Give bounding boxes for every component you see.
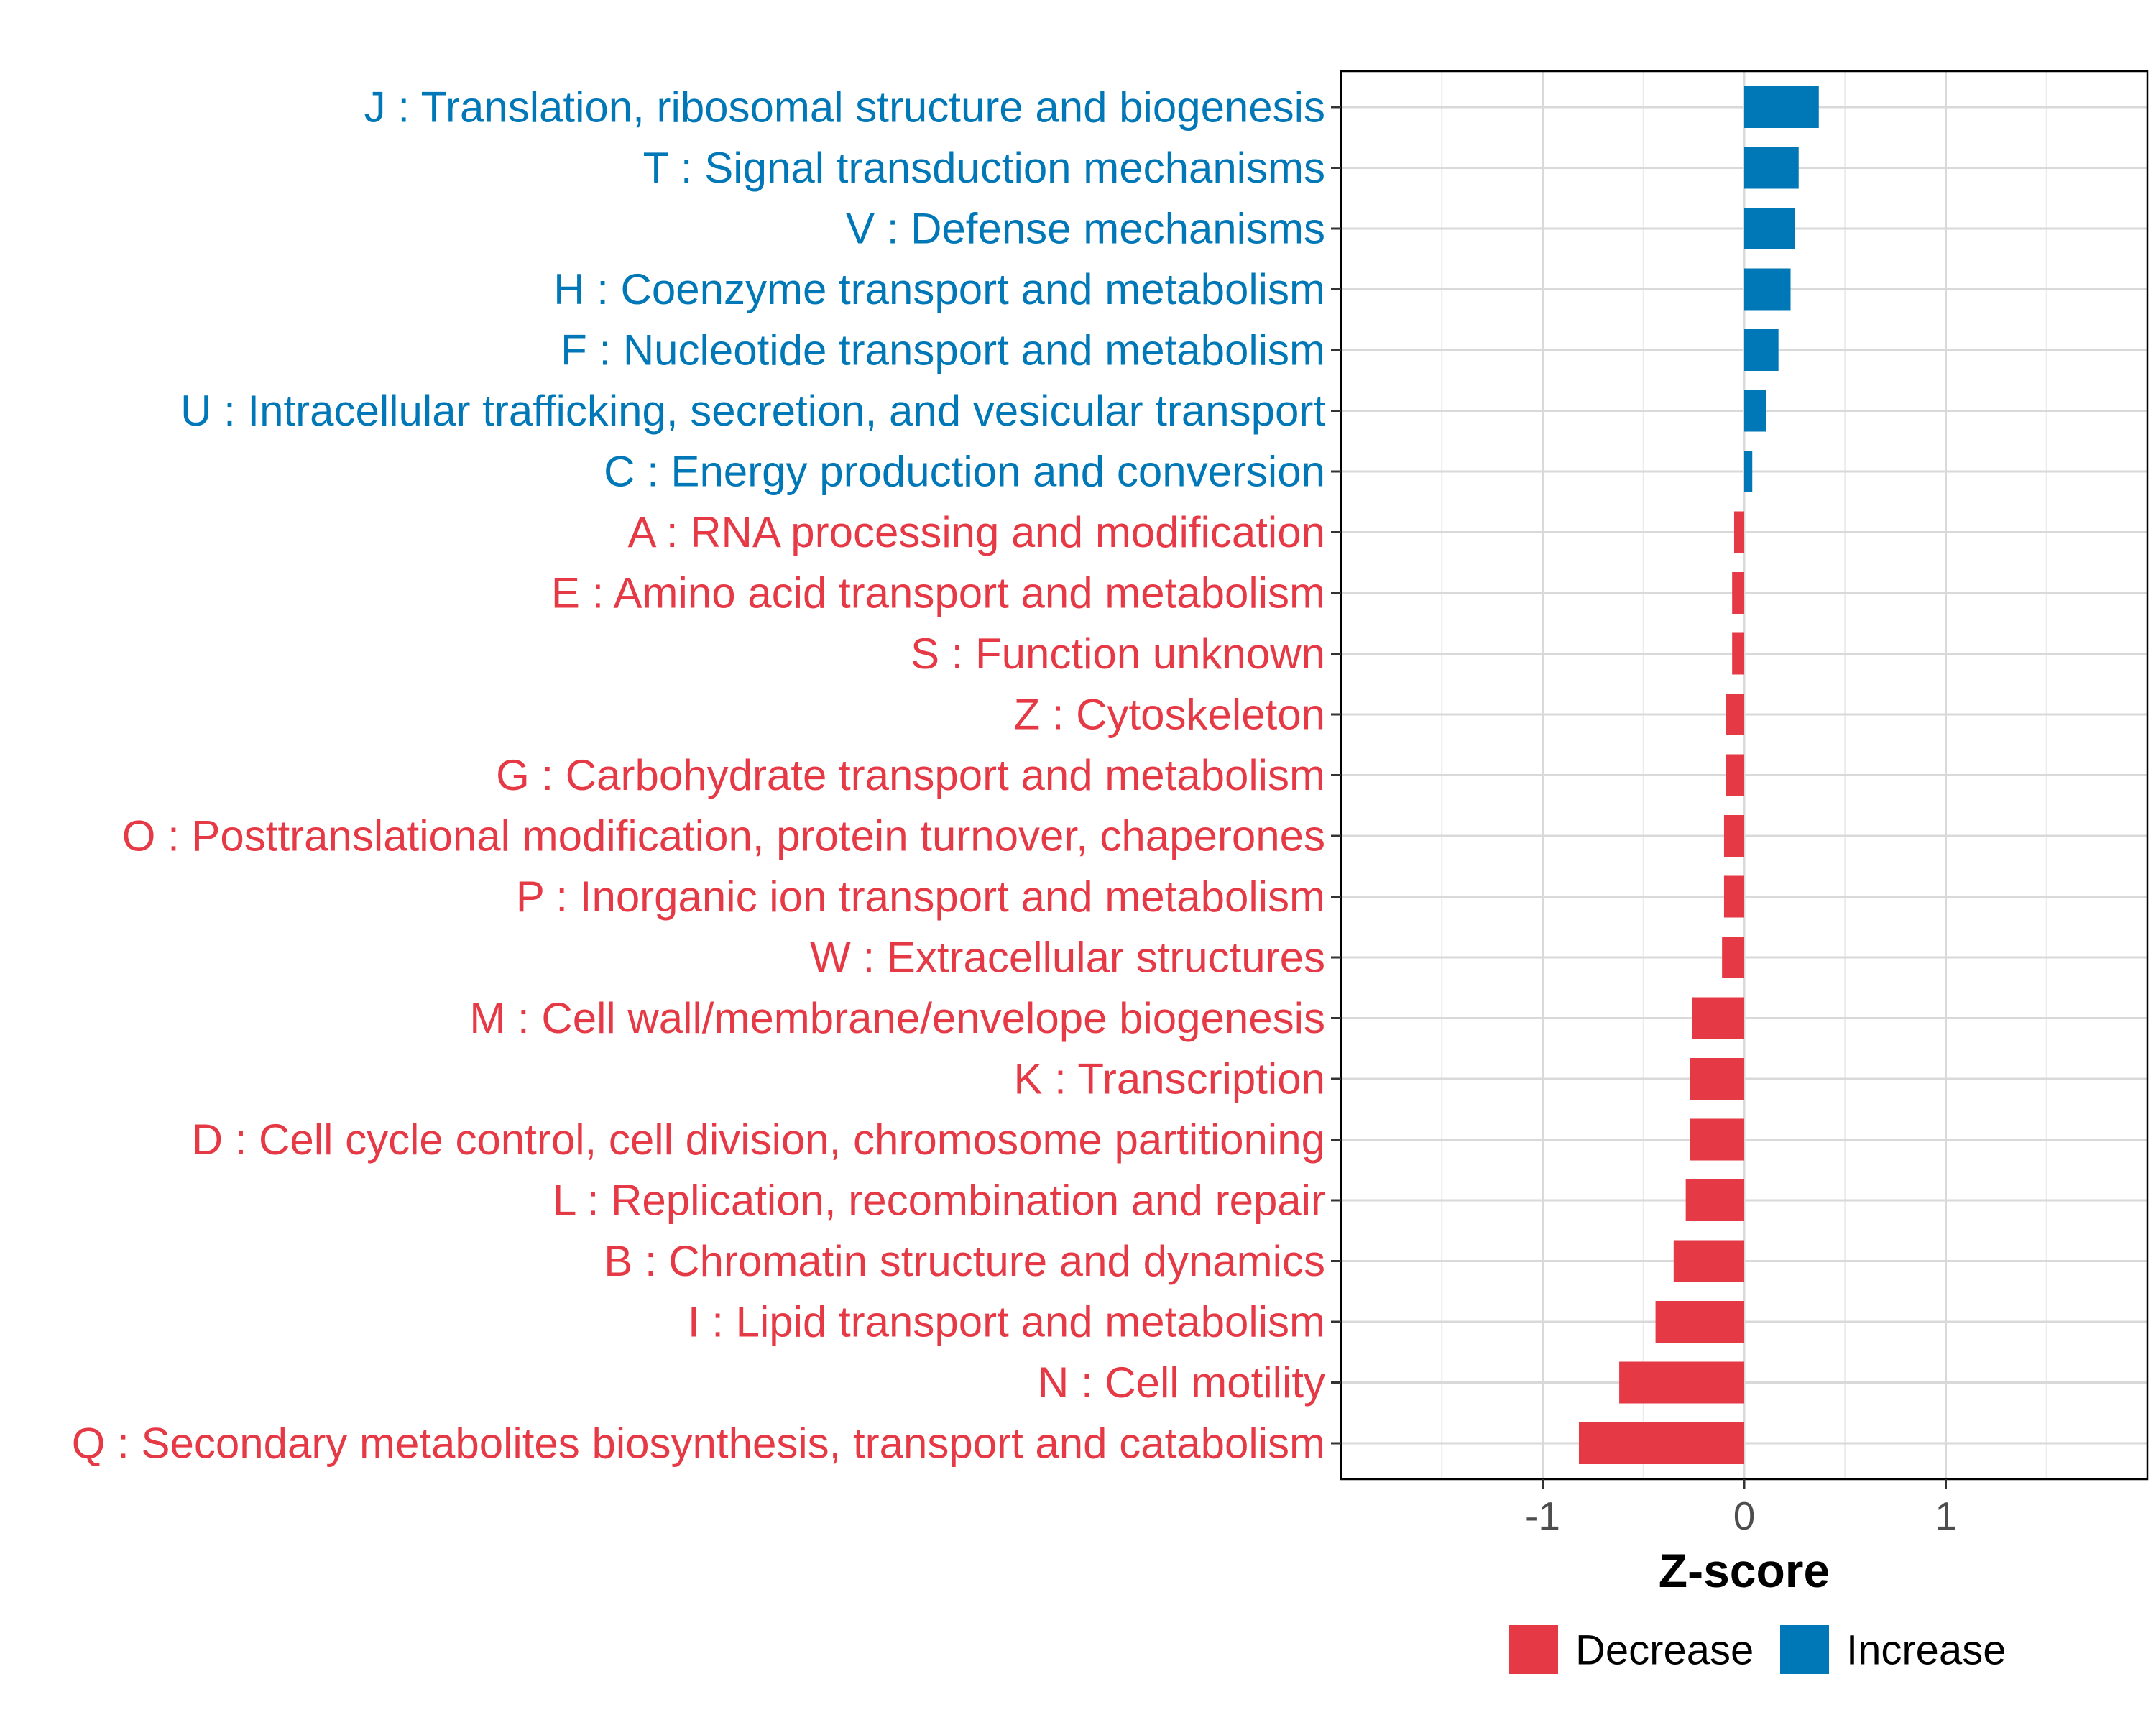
bar-decrease xyxy=(1685,1179,1744,1221)
bar-decrease xyxy=(1732,572,1744,614)
bar-increase xyxy=(1744,86,1819,128)
bar-decrease xyxy=(1733,511,1744,553)
x-tick-label: 1 xyxy=(1935,1494,1957,1538)
category-label: Z : Cytoskeleton xyxy=(1013,691,1325,739)
x-axis-title: Z-score xyxy=(1659,1544,1830,1597)
bar-decrease xyxy=(1726,754,1744,796)
category-label: C : Energy production and conversion xyxy=(604,448,1325,496)
x-tick-labels: -1 0 1 xyxy=(1525,1494,1957,1538)
legend-key-increase xyxy=(1780,1625,1829,1674)
bar-increase xyxy=(1744,390,1766,432)
legend-label-decrease: Decrease xyxy=(1575,1627,1754,1674)
bar-decrease xyxy=(1726,694,1744,735)
bar-decrease xyxy=(1722,937,1744,978)
category-label: V : Defense mechanisms xyxy=(846,205,1325,253)
category-label: D : Cell cycle control, cell division, c… xyxy=(192,1116,1325,1164)
legend-key-decrease xyxy=(1509,1625,1558,1674)
bar-decrease xyxy=(1673,1240,1744,1282)
bar-increase xyxy=(1744,329,1779,371)
category-label: G : Carbohydrate transport and metabolis… xyxy=(496,751,1325,799)
category-label: O : Posttranslational modification, prot… xyxy=(122,812,1325,860)
bar-decrease xyxy=(1655,1301,1744,1343)
bar-decrease xyxy=(1690,1118,1744,1161)
category-label: I : Lipid transport and metabolism xyxy=(688,1298,1325,1346)
bar-decrease xyxy=(1692,997,1744,1039)
bars-layer xyxy=(1578,86,1819,1464)
category-label: F : Nucleotide transport and metabolism xyxy=(561,326,1325,374)
category-label: K : Transcription xyxy=(1013,1055,1325,1103)
category-label: S : Function unknown xyxy=(911,630,1325,678)
category-label: Q : Secondary metabolites biosynthesis, … xyxy=(72,1420,1325,1468)
category-label: B : Chromatin structure and dynamics xyxy=(604,1237,1325,1285)
x-tick-label: -1 xyxy=(1525,1494,1560,1538)
category-label: P : Inorganic ion transport and metaboli… xyxy=(516,873,1325,921)
bar-decrease xyxy=(1690,1058,1744,1100)
ticks-layer xyxy=(1331,106,1947,1489)
bar-increase xyxy=(1744,268,1791,310)
category-label: T : Signal transduction mechanisms xyxy=(643,144,1325,192)
bar-decrease xyxy=(1723,815,1744,857)
category-label: U : Intracellular trafficking, secretion… xyxy=(180,387,1325,435)
legend: Decrease Increase xyxy=(1509,1625,2006,1674)
category-label: E : Amino acid transport and metabolism xyxy=(551,569,1325,617)
category-label: M : Cell wall/membrane/envelope biogenes… xyxy=(469,994,1325,1042)
category-labels: J : Translation, ribosomal structure and… xyxy=(72,83,1326,1468)
bar-decrease xyxy=(1732,632,1744,675)
bar-decrease xyxy=(1723,875,1744,918)
category-label: N : Cell motility xyxy=(1038,1358,1325,1407)
category-label: A : RNA processing and modification xyxy=(627,508,1325,556)
category-label: W : Extracellular structures xyxy=(810,934,1325,982)
bar-increase xyxy=(1744,451,1753,492)
x-tick-label: 0 xyxy=(1733,1494,1756,1538)
bar-increase xyxy=(1744,147,1799,189)
bar-decrease xyxy=(1578,1422,1744,1464)
category-label: H : Coenzyme transport and metabolism xyxy=(553,265,1325,313)
bar-increase xyxy=(1744,208,1795,249)
legend-label-increase: Increase xyxy=(1846,1627,2006,1674)
category-label: L : Replication, recombination and repai… xyxy=(553,1177,1325,1225)
bar-decrease xyxy=(1619,1361,1744,1404)
category-label: J : Translation, ribosomal structure and… xyxy=(364,83,1325,132)
